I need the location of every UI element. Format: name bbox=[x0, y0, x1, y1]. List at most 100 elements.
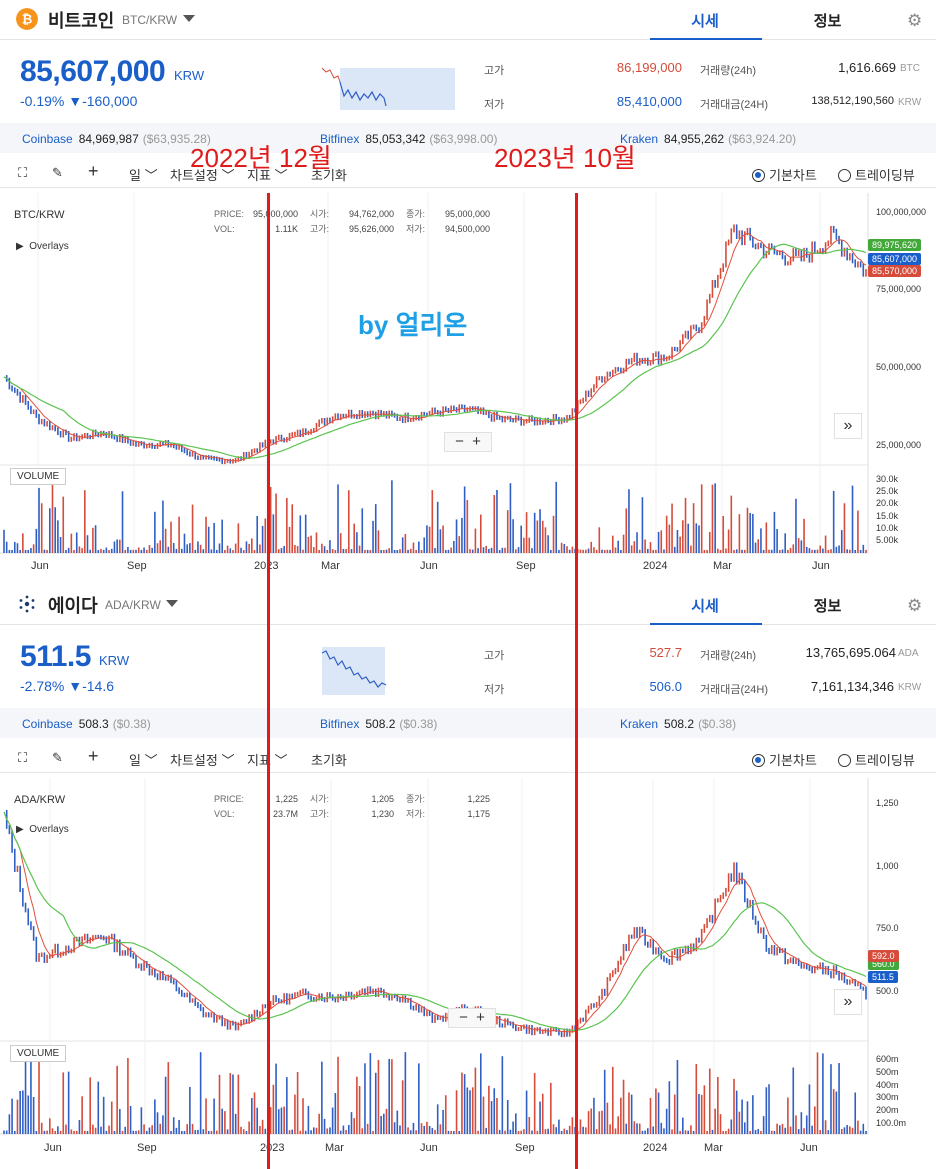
volume-bar bbox=[65, 1124, 67, 1134]
indicators-menu[interactable]: 지표 ﹀ bbox=[247, 753, 288, 768]
volume-bar bbox=[846, 1124, 848, 1134]
basic-chart-radio[interactable]: 기본차트 bbox=[752, 750, 817, 769]
tradingview-radio[interactable]: 트레이딩뷰 bbox=[838, 750, 915, 769]
chart-settings-menu[interactable]: 차트설정 ﹀ bbox=[170, 168, 235, 183]
fullscreen-icon[interactable]: ⛶ bbox=[18, 165, 28, 180]
indicators-menu[interactable]: 지표 ﹀ bbox=[247, 168, 288, 183]
volume-bar bbox=[364, 549, 366, 553]
volume-bar bbox=[682, 1117, 684, 1134]
overlays-toggle[interactable]: ▶ Overlays bbox=[16, 241, 69, 252]
exchange-coinbase: Coinbase 508.3 ($0.38) bbox=[22, 717, 151, 731]
volume-bar bbox=[536, 520, 539, 553]
pencil-icon[interactable]: ✎ bbox=[52, 165, 63, 180]
volume-bar bbox=[372, 520, 374, 553]
volume-bar bbox=[485, 1127, 487, 1134]
volume-bar bbox=[663, 549, 665, 553]
volume-bar bbox=[550, 549, 552, 553]
volume-bar bbox=[628, 1092, 630, 1134]
scroll-forward-button[interactable]: » bbox=[834, 989, 862, 1015]
period-select[interactable]: 일 ﹀ bbox=[129, 753, 158, 768]
volume-bar bbox=[385, 549, 388, 553]
gear-icon[interactable]: ⚙ bbox=[907, 11, 923, 30]
volume-bar bbox=[312, 1127, 315, 1134]
chevron-down-icon[interactable] bbox=[183, 15, 195, 22]
volume-bar bbox=[843, 503, 846, 553]
volume-bar bbox=[749, 1130, 751, 1134]
volume-bar bbox=[482, 547, 485, 553]
reset-button[interactable]: 초기화 bbox=[311, 753, 347, 768]
reset-button[interactable]: 초기화 bbox=[311, 168, 347, 183]
gear-icon[interactable]: ⚙ bbox=[907, 596, 923, 615]
period-select[interactable]: 일 ﹀ bbox=[129, 168, 158, 183]
volume-bar bbox=[784, 533, 786, 553]
coin-name[interactable]: 에이다 bbox=[48, 596, 98, 616]
volume-bar bbox=[859, 1130, 862, 1134]
basic-chart-radio[interactable]: 기본차트 bbox=[752, 165, 817, 184]
volume-bar bbox=[811, 1125, 813, 1134]
volume-bar bbox=[773, 1130, 776, 1134]
coin-pair[interactable]: BTC/KRW bbox=[122, 13, 178, 27]
volume-bar bbox=[19, 550, 21, 553]
volume-bar bbox=[789, 547, 792, 553]
volume-bar bbox=[765, 522, 768, 553]
volume-bar bbox=[105, 1130, 108, 1134]
volume-bar bbox=[329, 1127, 331, 1134]
overlays-toggle[interactable]: ▶ Overlays bbox=[16, 824, 69, 835]
volume-bar bbox=[11, 1098, 13, 1134]
volume-bar bbox=[264, 1128, 267, 1134]
volume-bar bbox=[350, 1112, 353, 1134]
chevron-down-icon[interactable] bbox=[166, 600, 178, 607]
x-tick: 2023 bbox=[260, 1142, 285, 1154]
volume-bar bbox=[334, 1093, 337, 1134]
volume-bar bbox=[633, 541, 636, 553]
volume-bar bbox=[339, 533, 342, 553]
tradingview-radio[interactable]: 트레이딩뷰 bbox=[838, 165, 915, 184]
current-price: 85,607,000 bbox=[20, 55, 166, 88]
chart-settings-menu[interactable]: 차트설정 ﹀ bbox=[170, 753, 235, 768]
tab-info[interactable]: 정보 bbox=[813, 13, 842, 30]
scroll-forward-button[interactable]: » bbox=[834, 413, 862, 439]
coin-name[interactable]: 비트코인 bbox=[48, 11, 115, 31]
volume-bar bbox=[321, 1061, 323, 1134]
tab-market[interactable]: 시세 bbox=[691, 13, 719, 30]
volume-bar bbox=[415, 1130, 417, 1134]
volume-bar bbox=[388, 1058, 391, 1134]
ada-chart[interactable]: ADA/KRW ▶ Overlays PRICE: 1,225 시가: 1,205 종가… bbox=[0, 778, 936, 1169]
tab-info[interactable]: 정보 bbox=[813, 598, 842, 615]
crosshair-icon[interactable]: + bbox=[88, 161, 99, 181]
vol-tick: 100.0m bbox=[876, 1118, 907, 1128]
volume-bar bbox=[358, 1086, 361, 1134]
volume-bar bbox=[787, 549, 789, 553]
tab-market[interactable]: 시세 bbox=[691, 598, 719, 615]
pencil-icon[interactable]: ✎ bbox=[52, 750, 63, 765]
volume-bar bbox=[590, 1108, 593, 1134]
x-tick: Sep bbox=[516, 560, 536, 572]
volume-bar bbox=[75, 532, 78, 553]
price-unit: KRW bbox=[99, 653, 130, 668]
crosshair-icon[interactable]: + bbox=[88, 746, 99, 766]
volume-bar bbox=[94, 1127, 97, 1134]
volume-bar bbox=[506, 1100, 509, 1134]
volume-bar bbox=[525, 512, 528, 553]
fullscreen-icon[interactable]: ⛶ bbox=[18, 750, 28, 765]
zoom-controls[interactable]: − + bbox=[444, 432, 492, 452]
coin-pair[interactable]: ADA/KRW bbox=[105, 598, 161, 612]
volume-bar bbox=[143, 1124, 145, 1134]
btc-chart[interactable]: BTC/KRW ▶ Overlays PRICE: 95,000,000 시가: 94… bbox=[0, 193, 936, 584]
volume-bar bbox=[194, 1130, 197, 1134]
vol-tick: 300m bbox=[876, 1092, 899, 1102]
volume-bar bbox=[614, 547, 617, 553]
volume-bar bbox=[781, 1123, 784, 1134]
ada-chart-canvas[interactable] bbox=[0, 778, 936, 1169]
volume-bar bbox=[218, 543, 221, 553]
volume-bar bbox=[630, 1094, 633, 1134]
volume-bar bbox=[528, 537, 531, 553]
btc-chart-canvas[interactable] bbox=[0, 193, 936, 584]
x-tick: Jun bbox=[44, 1142, 62, 1154]
btc-header: ₿ 비트코인 BTC/KRW 시세 정보 ⚙ bbox=[0, 0, 936, 40]
zoom-controls[interactable]: − + bbox=[448, 1008, 496, 1028]
volume-bar bbox=[286, 1077, 288, 1134]
volume-bar bbox=[461, 517, 463, 553]
volume-bar bbox=[207, 1130, 210, 1134]
vol-tick: 600m bbox=[876, 1054, 899, 1064]
